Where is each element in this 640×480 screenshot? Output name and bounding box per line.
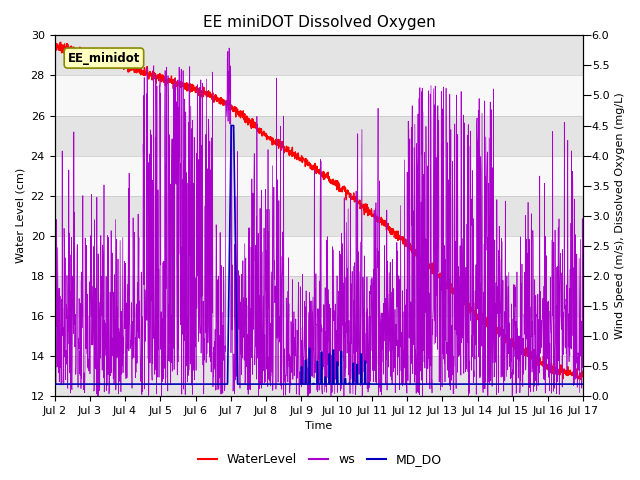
Bar — [54, 356, 584, 396]
WaterLevel — [294, 155, 301, 160]
Line: ws: ws — [54, 48, 584, 396]
Y-axis label: Water Level (cm): Water Level (cm) — [15, 168, 25, 264]
MD_DO — [77, 381, 85, 387]
ws — [77, 376, 85, 382]
MD_DO — [227, 123, 235, 129]
X-axis label: Time: Time — [305, 421, 333, 432]
ws — [465, 393, 472, 399]
Y-axis label: Wind Speed (m/s), Dissolved Oxygen (mg/L): Wind Speed (m/s), Dissolved Oxygen (mg/L… — [615, 92, 625, 339]
Bar — [54, 156, 584, 196]
ws — [564, 311, 572, 317]
MD_DO — [294, 381, 301, 387]
Bar — [54, 75, 584, 116]
MD_DO — [564, 381, 572, 387]
MD_DO — [51, 381, 58, 387]
MD_DO — [467, 381, 475, 387]
Line: MD_DO: MD_DO — [54, 126, 584, 384]
ws — [51, 332, 58, 338]
ws — [225, 45, 233, 51]
MD_DO — [308, 381, 316, 387]
Bar — [54, 316, 584, 356]
WaterLevel — [308, 164, 316, 170]
WaterLevel — [580, 374, 588, 380]
MD_DO — [564, 381, 572, 387]
WaterLevel — [77, 49, 85, 55]
WaterLevel — [564, 372, 572, 377]
ws — [564, 344, 572, 350]
Bar — [54, 36, 584, 75]
ws — [294, 330, 301, 336]
Bar — [54, 276, 584, 316]
ws — [308, 298, 316, 304]
Text: EE_minidot: EE_minidot — [68, 51, 140, 65]
Line: WaterLevel: WaterLevel — [54, 41, 584, 379]
Bar — [54, 116, 584, 156]
MD_DO — [580, 381, 588, 387]
WaterLevel — [577, 376, 584, 382]
Title: EE miniDOT Dissolved Oxygen: EE miniDOT Dissolved Oxygen — [203, 15, 435, 30]
WaterLevel — [467, 304, 475, 310]
ws — [580, 209, 588, 215]
WaterLevel — [564, 364, 572, 370]
Bar — [54, 236, 584, 276]
WaterLevel — [51, 38, 58, 44]
Bar — [54, 196, 584, 236]
ws — [468, 367, 476, 373]
Legend: WaterLevel, ws, MD_DO: WaterLevel, ws, MD_DO — [193, 448, 447, 471]
